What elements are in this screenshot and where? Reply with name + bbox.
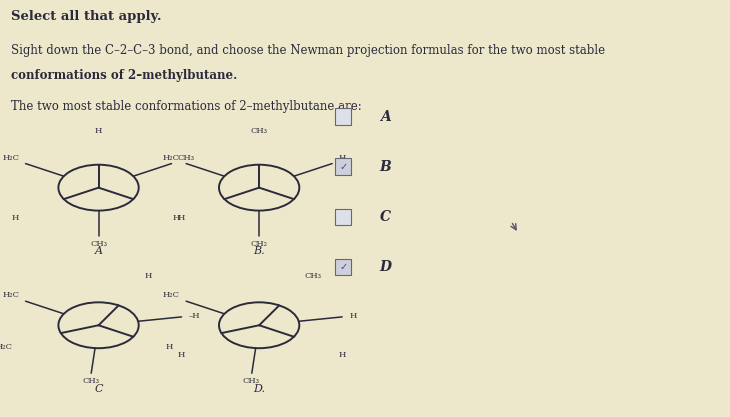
- Text: H: H: [166, 343, 173, 351]
- Text: –H: –H: [188, 312, 200, 320]
- FancyBboxPatch shape: [335, 158, 351, 175]
- Text: CH₃: CH₃: [305, 272, 322, 280]
- Text: D.: D.: [253, 384, 265, 394]
- Text: H: H: [349, 312, 357, 320]
- Text: Sight down the C–2–C–3 bond, and choose the Newman projection formulas for the t: Sight down the C–2–C–3 bond, and choose …: [11, 44, 605, 57]
- Text: H: H: [178, 352, 185, 359]
- Text: CH₃: CH₃: [178, 153, 195, 161]
- Text: H: H: [339, 153, 346, 161]
- Text: Select all that apply.: Select all that apply.: [11, 10, 161, 23]
- Text: H: H: [145, 272, 152, 280]
- Text: H: H: [178, 214, 185, 222]
- Text: ✓: ✓: [339, 162, 347, 172]
- Text: H₂C: H₂C: [2, 153, 19, 161]
- Text: H: H: [172, 214, 180, 222]
- Text: CH₃: CH₃: [242, 377, 260, 385]
- Text: CH₃: CH₃: [90, 240, 107, 248]
- Text: D: D: [380, 260, 391, 274]
- Text: CH₃: CH₃: [250, 127, 268, 136]
- Text: B.: B.: [253, 246, 265, 256]
- Text: H: H: [95, 127, 102, 136]
- Text: A: A: [95, 246, 102, 256]
- Text: CH₃: CH₃: [82, 377, 99, 385]
- Text: H₂C: H₂C: [2, 291, 19, 299]
- Text: A: A: [380, 110, 391, 124]
- Text: CH₂: CH₂: [250, 240, 268, 248]
- Text: ✓: ✓: [339, 262, 347, 272]
- Text: H: H: [339, 352, 346, 359]
- FancyBboxPatch shape: [335, 259, 351, 275]
- Text: C: C: [380, 210, 391, 224]
- Text: The two most stable conformations of 2–methylbutane are:: The two most stable conformations of 2–m…: [11, 100, 361, 113]
- Text: B: B: [380, 160, 391, 174]
- Text: H₂C: H₂C: [0, 343, 12, 351]
- Text: H: H: [12, 214, 19, 222]
- FancyBboxPatch shape: [335, 208, 351, 225]
- FancyBboxPatch shape: [335, 108, 351, 125]
- Text: conformations of 2–methylbutane.: conformations of 2–methylbutane.: [11, 69, 237, 82]
- Text: H: H: [339, 214, 346, 222]
- Text: H₂C: H₂C: [163, 153, 180, 161]
- Text: H₂C: H₂C: [163, 291, 180, 299]
- Text: C: C: [94, 384, 103, 394]
